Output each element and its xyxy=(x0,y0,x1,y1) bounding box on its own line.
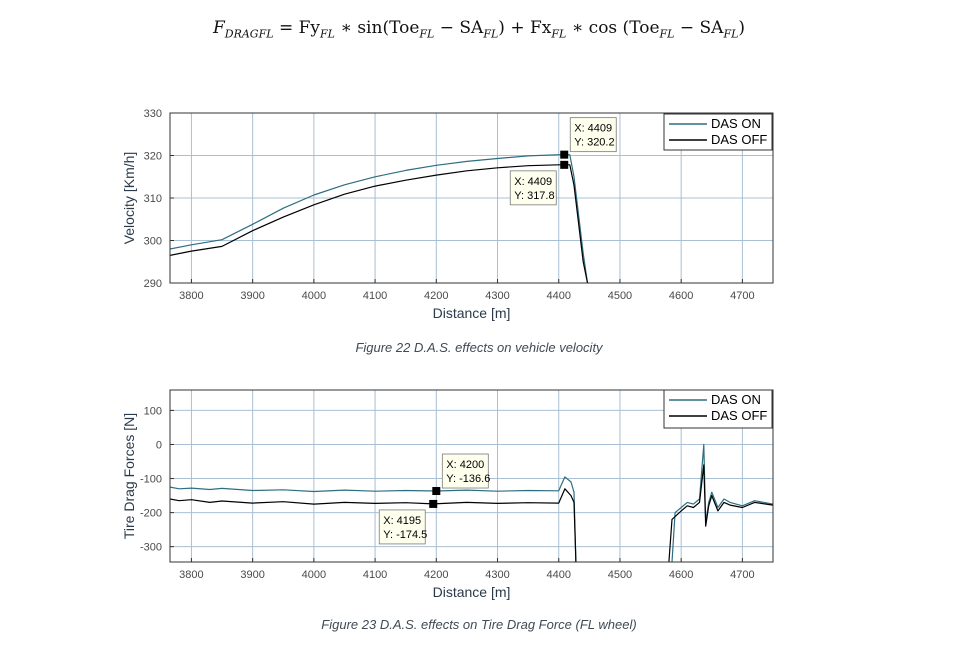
datatip-x-value: X: 4200 xyxy=(446,459,484,471)
y-tick-label: -300 xyxy=(140,542,162,554)
datatip-marker[interactable] xyxy=(560,160,569,169)
x-tick-label: 4600 xyxy=(669,569,693,581)
datatip-box[interactable] xyxy=(378,509,426,545)
datatip-box[interactable] xyxy=(569,117,617,153)
y-tick-label: -100 xyxy=(140,474,162,486)
y-tick-label: 100 xyxy=(144,405,162,417)
datatip-x-value: X: 4409 xyxy=(514,176,552,188)
legend-box xyxy=(663,113,773,151)
figure-22-caption: Figure 22 D.A.S. effects on vehicle velo… xyxy=(355,340,603,355)
formula-term-sa1-sub: FL xyxy=(483,27,499,41)
datatip-x-value: X: 4409 xyxy=(574,123,612,135)
y-axis-label: Tire Drag Forces [N] xyxy=(121,413,137,539)
x-tick-label: 4700 xyxy=(730,290,754,302)
x-tick-label: 3800 xyxy=(179,569,203,581)
formula-term-fx: Fx xyxy=(529,18,552,38)
y-axis-label: Velocity [Km/h] xyxy=(121,152,137,245)
y-tick-label: 320 xyxy=(144,151,162,163)
formula-term-cos-sub: FL xyxy=(659,27,675,41)
formula-term-sa2-sub: FL xyxy=(723,27,739,41)
datatip-x-value: X: 4195 xyxy=(383,515,421,527)
x-tick-label: 4300 xyxy=(485,290,509,302)
series-line-das-on xyxy=(170,154,589,283)
formula-term-sin-sub: FL xyxy=(419,27,435,41)
datatip-marker[interactable] xyxy=(429,499,438,508)
x-tick-label: 4100 xyxy=(363,290,387,302)
x-tick-label: 4700 xyxy=(730,569,754,581)
y-tick-label: 0 xyxy=(156,439,162,451)
x-tick-label: 4400 xyxy=(546,290,570,302)
datatip-y-value: Y: -136.6 xyxy=(446,473,490,485)
x-tick-label: 4200 xyxy=(424,569,448,581)
x-tick-label: 4600 xyxy=(669,290,693,302)
plot-frame xyxy=(169,389,774,563)
legend-label-das-off: DAS OFF xyxy=(711,408,767,423)
y-tick-label: 310 xyxy=(144,193,162,205)
x-axis-label: Distance [m] xyxy=(433,305,511,321)
series-line-das-on xyxy=(170,476,577,562)
velocity-chart: 3800 3900 4000 4100 4200 4300 4400 4500 4600 4700… xyxy=(121,108,774,321)
legend-label-das-on: DAS ON xyxy=(711,116,761,131)
series-line-das-off xyxy=(668,464,773,562)
series-line-das-off xyxy=(170,488,577,562)
x-tick-label: 3900 xyxy=(240,569,264,581)
figure-23-caption: Figure 23 D.A.S. effects on Tire Drag Fo… xyxy=(321,617,637,632)
formula-term-fx-sub: FL xyxy=(551,27,567,41)
formula-lhs-sub: DRAGFL xyxy=(224,27,274,41)
datatip-box[interactable] xyxy=(441,453,489,489)
series-group xyxy=(170,443,773,562)
x-tick-label: 4400 xyxy=(546,569,570,581)
x-tick-label: 4200 xyxy=(424,290,448,302)
datatip-marker[interactable] xyxy=(560,150,569,159)
y-tick-label: 300 xyxy=(144,236,162,248)
drag-force-formula: FDRAGFL = FyFL ∗ sin(ToeFL − SAFL) + FxF… xyxy=(212,18,746,41)
series-line-das-off xyxy=(170,164,589,283)
legend-label-das-on: DAS ON xyxy=(711,392,761,407)
legend-label-das-off: DAS OFF xyxy=(711,132,767,147)
datatip-y-value: Y: 320.2 xyxy=(574,137,614,149)
x-tick-label: 4500 xyxy=(608,290,632,302)
formula-term-fy-sub: FL xyxy=(320,27,335,41)
x-axis-label: Distance [m] xyxy=(433,584,511,600)
formula-term-sa2: SA xyxy=(699,18,724,38)
formula-lhs: F xyxy=(212,18,225,38)
x-tick-label: 4000 xyxy=(302,290,326,302)
x-tick-label: 4500 xyxy=(608,569,632,581)
formula-term-fy: Fy xyxy=(298,18,321,38)
formula-term-cos: cos (Toe xyxy=(588,18,660,38)
y-tick-label: -200 xyxy=(140,508,162,520)
series-group xyxy=(170,154,589,283)
formula-term-sin: sin(Toe xyxy=(357,18,420,38)
formula-term-sa1: SA xyxy=(459,18,484,38)
x-tick-label: 3800 xyxy=(179,290,203,302)
x-tick-label: 4100 xyxy=(363,569,387,581)
datatip-box[interactable] xyxy=(509,170,557,206)
x-tick-label: 4000 xyxy=(302,569,326,581)
x-tick-label: 3900 xyxy=(240,290,264,302)
datatip-y-value: Y: -174.5 xyxy=(383,529,427,541)
y-tick-label: 330 xyxy=(144,108,162,120)
x-tick-label: 4300 xyxy=(485,569,509,581)
drag-force-chart: 3800 3900 4000 4100 4200 4300 4400 4500 4600 4700… xyxy=(121,389,774,600)
datatip-marker[interactable] xyxy=(432,487,441,496)
y-tick-label: 290 xyxy=(144,278,162,290)
datatip-y-value: Y: 317.8 xyxy=(514,190,554,202)
legend-box xyxy=(663,389,773,429)
